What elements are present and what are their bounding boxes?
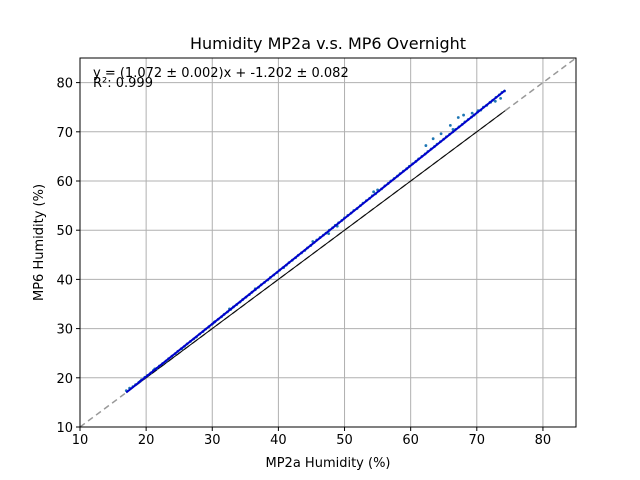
y-tick-label: 20 [56,372,73,387]
data-point [431,137,435,141]
chart-lines [80,58,576,427]
x-tick-label: 80 [535,433,552,448]
chart-title: Humidity MP2a v.s. MP6 Overnight [190,34,466,53]
r-squared-annotation: R²: 0.999 [93,76,153,91]
x-tick-label: 10 [72,433,89,448]
data-point [470,111,474,115]
y-axis-label: MP6 Humidity (%) [32,184,47,301]
y-tick-label: 40 [56,273,73,288]
data-point [439,132,443,136]
lower-line [125,110,506,393]
y-tick-label: 30 [56,323,73,338]
x-tick-label: 30 [204,433,221,448]
y-tick-label: 60 [56,175,73,190]
data-point [451,127,455,131]
x-axis-label: MP2a Humidity (%) [266,456,391,471]
fit-line [125,89,506,394]
x-tick-label: 70 [469,433,486,448]
data-point [327,232,331,236]
x-tick-label: 60 [402,433,419,448]
data-point [493,99,497,103]
y-tick-label: 70 [56,126,73,141]
x-tick-label: 20 [138,433,155,448]
data-point [456,116,460,119]
x-tick-label: 40 [270,433,287,448]
data-point [372,190,376,194]
y-tick-label: 50 [56,224,73,239]
data-point [448,124,452,127]
x-axis-ticks: 10 20 30 40 50 60 70 80 [72,427,551,448]
y-axis-ticks: 10 20 30 40 50 60 70 80 [56,77,80,436]
data-point [462,113,465,117]
data-point [424,144,428,147]
y-tick-label: 80 [56,77,73,92]
fit-equation-annotation: y = (1.072 ± 0.002)x + -1.202 ± 0.082 [93,66,349,81]
y-tick-label: 10 [56,421,73,436]
x-tick-label: 50 [336,433,353,448]
data-point [499,96,503,100]
plot-frame [79,57,577,428]
